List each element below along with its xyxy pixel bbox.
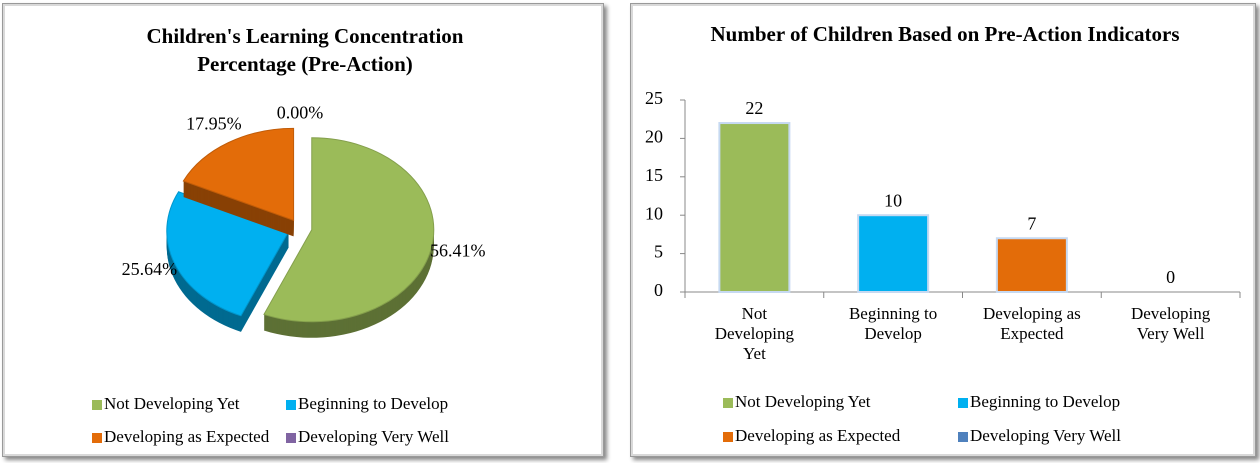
x-tick-label: Beginning to Develop bbox=[848, 304, 938, 343]
data-label: 7 bbox=[1027, 213, 1036, 233]
legend-swatch bbox=[958, 398, 968, 408]
data-label: 17.95% bbox=[186, 113, 242, 133]
y-tick-label: 20 bbox=[645, 127, 663, 147]
legend-swatch bbox=[286, 400, 296, 410]
data-label: 0 bbox=[1166, 267, 1175, 287]
y-tick-label: 5 bbox=[654, 242, 663, 262]
data-label: 56.41% bbox=[430, 240, 486, 260]
data-label: 22 bbox=[745, 98, 763, 118]
legend-label: Developing Very Well bbox=[298, 427, 449, 446]
bar bbox=[718, 122, 791, 294]
legend-label: Beginning to Develop bbox=[970, 392, 1121, 411]
data-label: 25.64% bbox=[122, 259, 178, 279]
legend-label: Not Developing Yet bbox=[104, 394, 240, 413]
legend-swatch bbox=[958, 432, 968, 442]
bar bbox=[995, 237, 1068, 294]
y-tick-label: 10 bbox=[645, 203, 663, 223]
legend-label: Not Developing Yet bbox=[735, 392, 871, 411]
legend-label: Developing Very Well bbox=[970, 426, 1121, 445]
x-tick-label: Developing as Expected bbox=[983, 304, 1081, 343]
legend-swatch bbox=[723, 432, 733, 442]
pie-slice bbox=[182, 127, 295, 222]
pie-panel bbox=[2, 3, 604, 457]
y-tick-label: 0 bbox=[654, 280, 663, 300]
pie-title: Children's Learning Concentration Percen… bbox=[146, 24, 464, 76]
x-tick-label: Developing Very Well bbox=[1130, 304, 1211, 343]
bar bbox=[857, 214, 930, 293]
data-label: 10 bbox=[884, 190, 902, 210]
y-tick-label: 15 bbox=[645, 165, 663, 185]
legend-swatch bbox=[723, 398, 733, 408]
legend-label: Developing as Expected bbox=[735, 426, 901, 445]
pie-slice bbox=[263, 137, 435, 323]
legend-label: Developing as Expected bbox=[104, 427, 270, 446]
legend-swatch bbox=[92, 400, 102, 410]
legend-swatch bbox=[286, 433, 296, 443]
legend-swatch bbox=[92, 433, 102, 443]
data-label: 0.00% bbox=[277, 103, 324, 123]
x-tick-label: Not Developing Yet bbox=[714, 304, 795, 363]
bar-title: Number of Children Based on Pre-Action I… bbox=[710, 22, 1180, 46]
legend-label: Beginning to Develop bbox=[298, 394, 449, 413]
y-tick-label: 25 bbox=[645, 88, 663, 108]
